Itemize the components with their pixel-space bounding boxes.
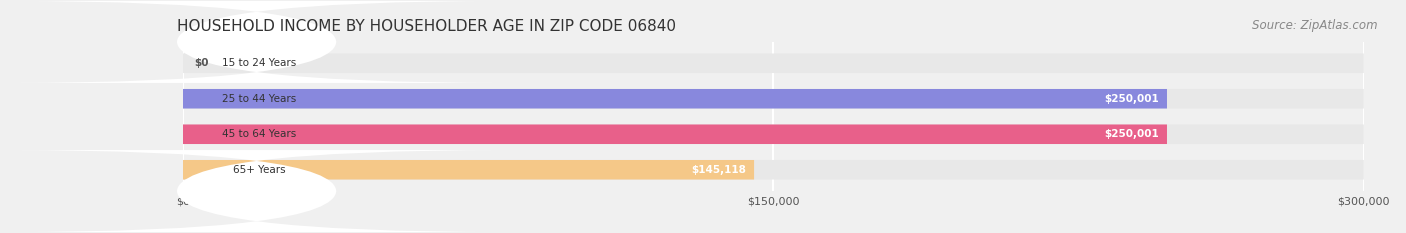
FancyBboxPatch shape — [183, 124, 1364, 144]
Text: $250,001: $250,001 — [1104, 94, 1159, 104]
Text: 45 to 64 Years: 45 to 64 Years — [222, 129, 297, 139]
Text: $0: $0 — [194, 58, 209, 68]
FancyBboxPatch shape — [183, 124, 1167, 144]
FancyBboxPatch shape — [183, 89, 1364, 109]
Text: 15 to 24 Years: 15 to 24 Years — [222, 58, 297, 68]
Text: $250,001: $250,001 — [1104, 129, 1159, 139]
Text: 65+ Years: 65+ Years — [233, 165, 285, 175]
Text: HOUSEHOLD INCOME BY HOUSEHOLDER AGE IN ZIP CODE 06840: HOUSEHOLD INCOME BY HOUSEHOLDER AGE IN Z… — [177, 19, 676, 34]
Text: $145,118: $145,118 — [692, 165, 747, 175]
FancyBboxPatch shape — [183, 160, 754, 179]
FancyBboxPatch shape — [183, 160, 1364, 179]
FancyBboxPatch shape — [183, 54, 1364, 73]
FancyBboxPatch shape — [183, 89, 1167, 109]
Text: Source: ZipAtlas.com: Source: ZipAtlas.com — [1253, 19, 1378, 32]
FancyBboxPatch shape — [6, 1, 508, 83]
Text: 25 to 44 Years: 25 to 44 Years — [222, 94, 297, 104]
FancyBboxPatch shape — [6, 150, 508, 232]
